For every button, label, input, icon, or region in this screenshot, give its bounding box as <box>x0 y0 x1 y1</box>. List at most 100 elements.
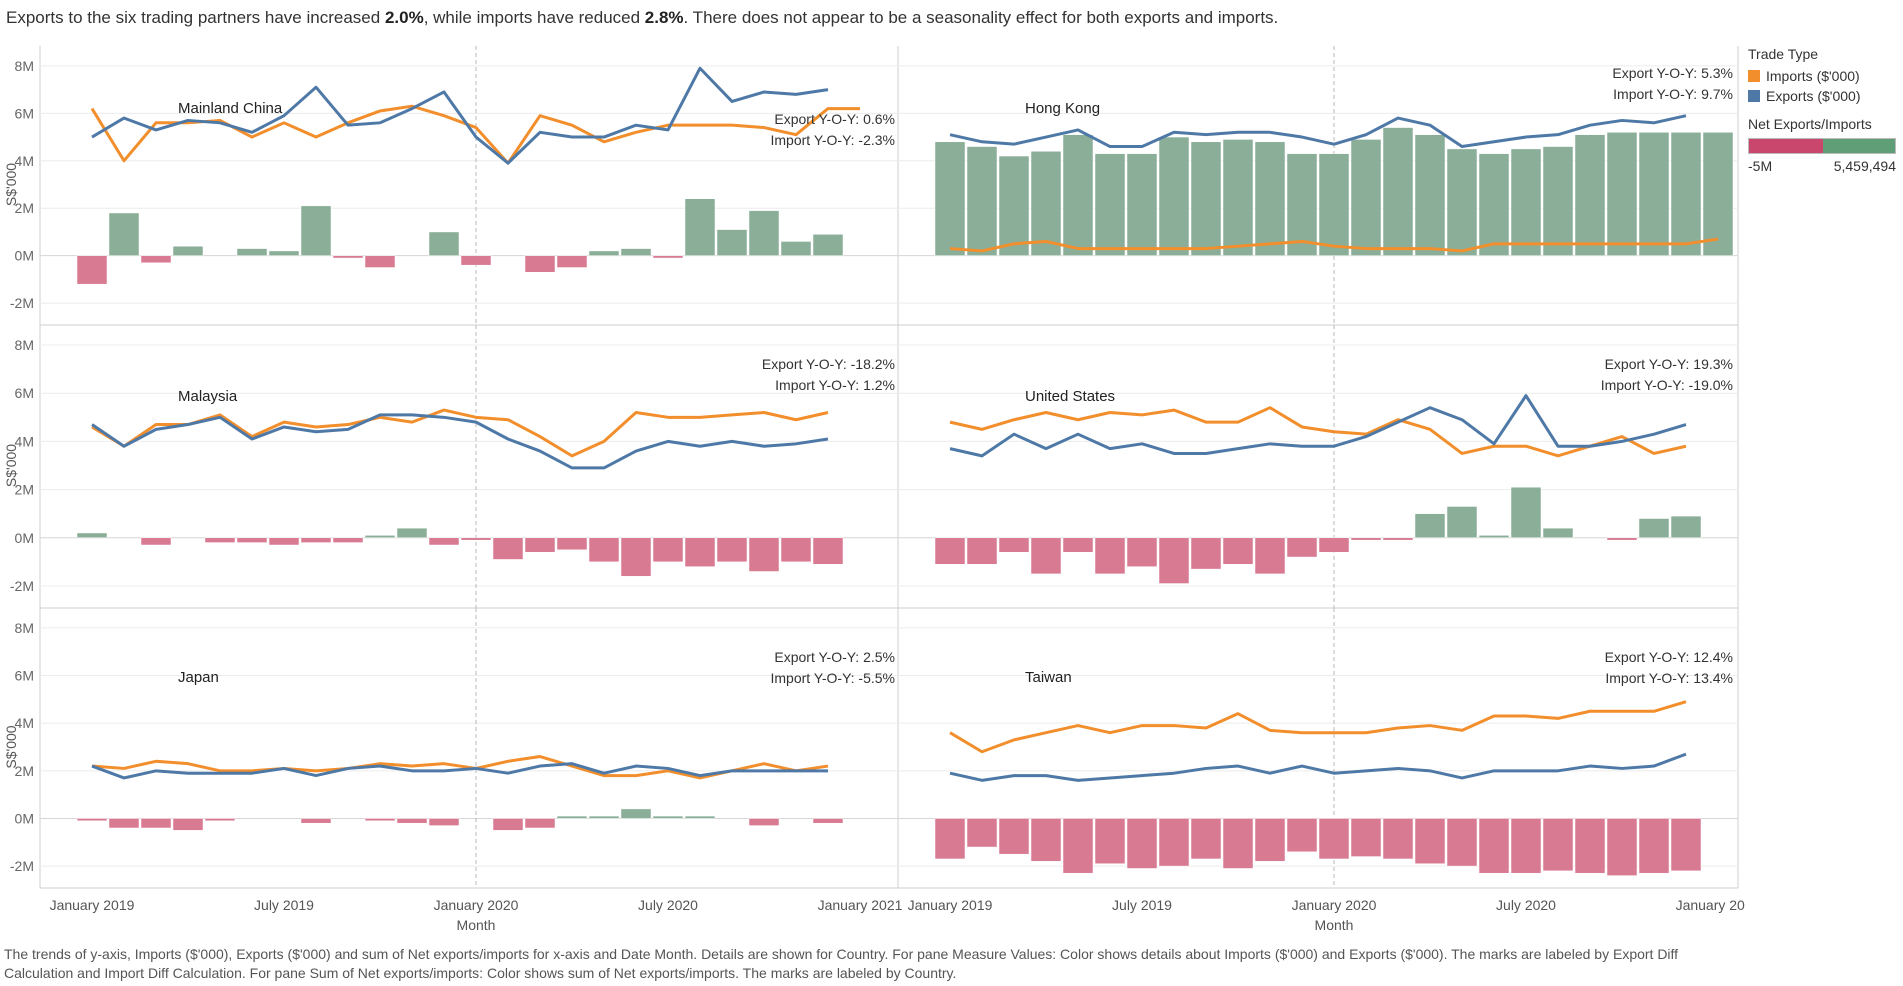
net-bar <box>934 818 966 860</box>
net-bar <box>1670 515 1702 539</box>
net-bar <box>1350 818 1382 857</box>
net-bar <box>1254 537 1286 575</box>
net-bar <box>1382 127 1414 256</box>
net-bar <box>1222 537 1254 565</box>
y-tick-label: -2M <box>10 858 34 874</box>
import-yoy-label: Import Y-O-Y: 13.4% <box>1605 670 1733 686</box>
net-bar <box>172 245 204 256</box>
net-bar <box>524 255 556 273</box>
net-bar <box>1030 537 1062 575</box>
net-bar <box>1254 818 1286 862</box>
net-bar <box>620 808 652 819</box>
net-bar <box>966 537 998 565</box>
net-bar <box>1638 132 1670 256</box>
net-bar <box>236 248 268 256</box>
net-bar <box>1510 148 1542 256</box>
net-bar <box>812 537 844 565</box>
net-bar <box>1222 139 1254 256</box>
net-bar <box>556 815 588 819</box>
net-bar <box>934 141 966 256</box>
exports-swatch <box>1748 90 1760 102</box>
net-bar <box>684 198 716 256</box>
net-bar <box>1510 818 1542 874</box>
exports-line <box>91 762 828 780</box>
legend-item-exports[interactable]: Exports ($'000) <box>1748 86 1898 106</box>
imports-line <box>949 237 1719 253</box>
net-bar <box>1574 134 1606 256</box>
y-tick-label: 8M <box>15 620 34 636</box>
net-bar <box>780 241 812 256</box>
x-tick-label: January 2021 <box>818 897 903 913</box>
net-bar <box>556 255 588 268</box>
net-bar <box>1638 518 1670 539</box>
net-bar <box>172 818 204 831</box>
exports-line <box>91 66 829 165</box>
legend-item-imports[interactable]: Imports ($'000) <box>1748 66 1898 86</box>
import-yoy-label: Import Y-O-Y: -2.3% <box>771 132 896 148</box>
net-bar <box>1126 537 1158 567</box>
net-bar <box>998 818 1030 855</box>
net-ramp-labels: -5M 5,459,494 <box>1748 158 1896 174</box>
net-bar <box>1670 818 1702 872</box>
net-bar <box>1158 818 1190 867</box>
y-tick-label: 6M <box>15 385 34 401</box>
net-bar <box>524 537 556 553</box>
net-bar <box>1638 818 1670 874</box>
net-bar <box>396 527 428 539</box>
country-label: Malaysia <box>178 388 238 405</box>
net-bar <box>716 537 748 563</box>
net-bar <box>1286 818 1318 853</box>
net-bar <box>300 537 332 543</box>
net-bar <box>1318 818 1350 860</box>
net-bar <box>1030 818 1062 862</box>
y-tick-label: 8M <box>15 337 34 353</box>
x-tick-label: July 2020 <box>638 897 698 913</box>
y-tick-label: 4M <box>15 715 34 731</box>
net-bar <box>1478 153 1510 256</box>
net-bar <box>1190 537 1222 570</box>
net-bar <box>652 537 684 563</box>
net-bar <box>1158 136 1190 256</box>
imports-line <box>91 755 829 780</box>
net-bar <box>76 818 108 822</box>
net-bar <box>460 255 492 266</box>
net-min-label: -5M <box>1748 158 1773 174</box>
net-bar <box>108 212 140 256</box>
net-bar <box>204 818 236 822</box>
net-bar <box>748 210 780 256</box>
imports-swatch <box>1748 70 1760 82</box>
net-bar <box>1574 818 1606 874</box>
net-bar <box>1606 132 1638 256</box>
net-bar <box>1542 818 1574 872</box>
net-bar <box>998 155 1030 256</box>
net-bar <box>108 818 140 829</box>
net-bar <box>748 537 780 572</box>
net-bar <box>748 818 780 826</box>
net-bar <box>76 532 108 539</box>
net-bar <box>204 537 236 543</box>
net-bar <box>1286 153 1318 256</box>
x-tick-label: July 2019 <box>1112 897 1172 913</box>
net-bar <box>716 229 748 256</box>
export-yoy-label: Export Y-O-Y: 12.4% <box>1605 649 1733 665</box>
net-bar <box>1062 818 1094 874</box>
y-tick-label: 4M <box>15 153 34 169</box>
x-tick-label: January 2020 <box>434 897 519 913</box>
net-bar <box>1350 139 1382 256</box>
x-axis-title: Month <box>457 917 496 933</box>
net-bar <box>588 815 620 819</box>
country-label: Japan <box>178 669 219 686</box>
x-tick-label: July 2020 <box>1496 897 1556 913</box>
net-bar <box>1478 818 1510 874</box>
net-bar <box>140 255 172 264</box>
net-bar <box>998 537 1030 553</box>
net-bar <box>1254 141 1286 256</box>
net-bar <box>332 537 364 543</box>
net-bar <box>966 818 998 848</box>
imports-line <box>90 104 860 165</box>
net-bar <box>1670 132 1702 256</box>
net-bar <box>396 818 428 824</box>
x-tick-label: July 2019 <box>254 897 314 913</box>
y-tick-label: 2M <box>15 200 34 216</box>
net-ramp-positive <box>1823 139 1895 153</box>
